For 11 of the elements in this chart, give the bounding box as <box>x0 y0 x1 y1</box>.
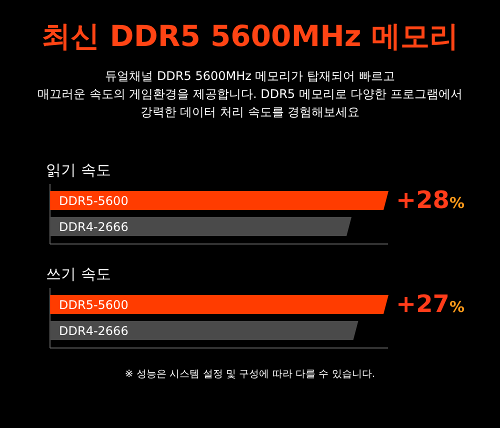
text: ※ 성능은 시스템 설정 및 구성에 따라 다를 수 있습니다. <box>124 369 376 380</box>
text: +27% <box>396 290 465 318</box>
y-tick-label: DDR5-5600 <box>59 194 128 208</box>
y-tick-label: DDR5-5600 <box>59 298 128 312</box>
chart-title: 읽기 속도 <box>46 161 111 179</box>
text: 듀얼채널 DDR5 5600MHz 메모리가 탑재되어 빠르고 매끄러운 속도의 게임환경을 제공합니다. DDR5 메모리로 다양한 프로그램에서 강력한 데이터 처리 속도를 경험해보세요 <box>38 69 462 119</box>
y-tick-label: DDR4-2666 <box>59 220 128 234</box>
text: +28% <box>396 186 465 214</box>
chart-title: 쓰기 속도 <box>46 265 111 283</box>
y-tick-label: DDR4-2666 <box>59 324 128 338</box>
text: 최신 DDR5 5600MHz 메모리 <box>42 19 458 53</box>
